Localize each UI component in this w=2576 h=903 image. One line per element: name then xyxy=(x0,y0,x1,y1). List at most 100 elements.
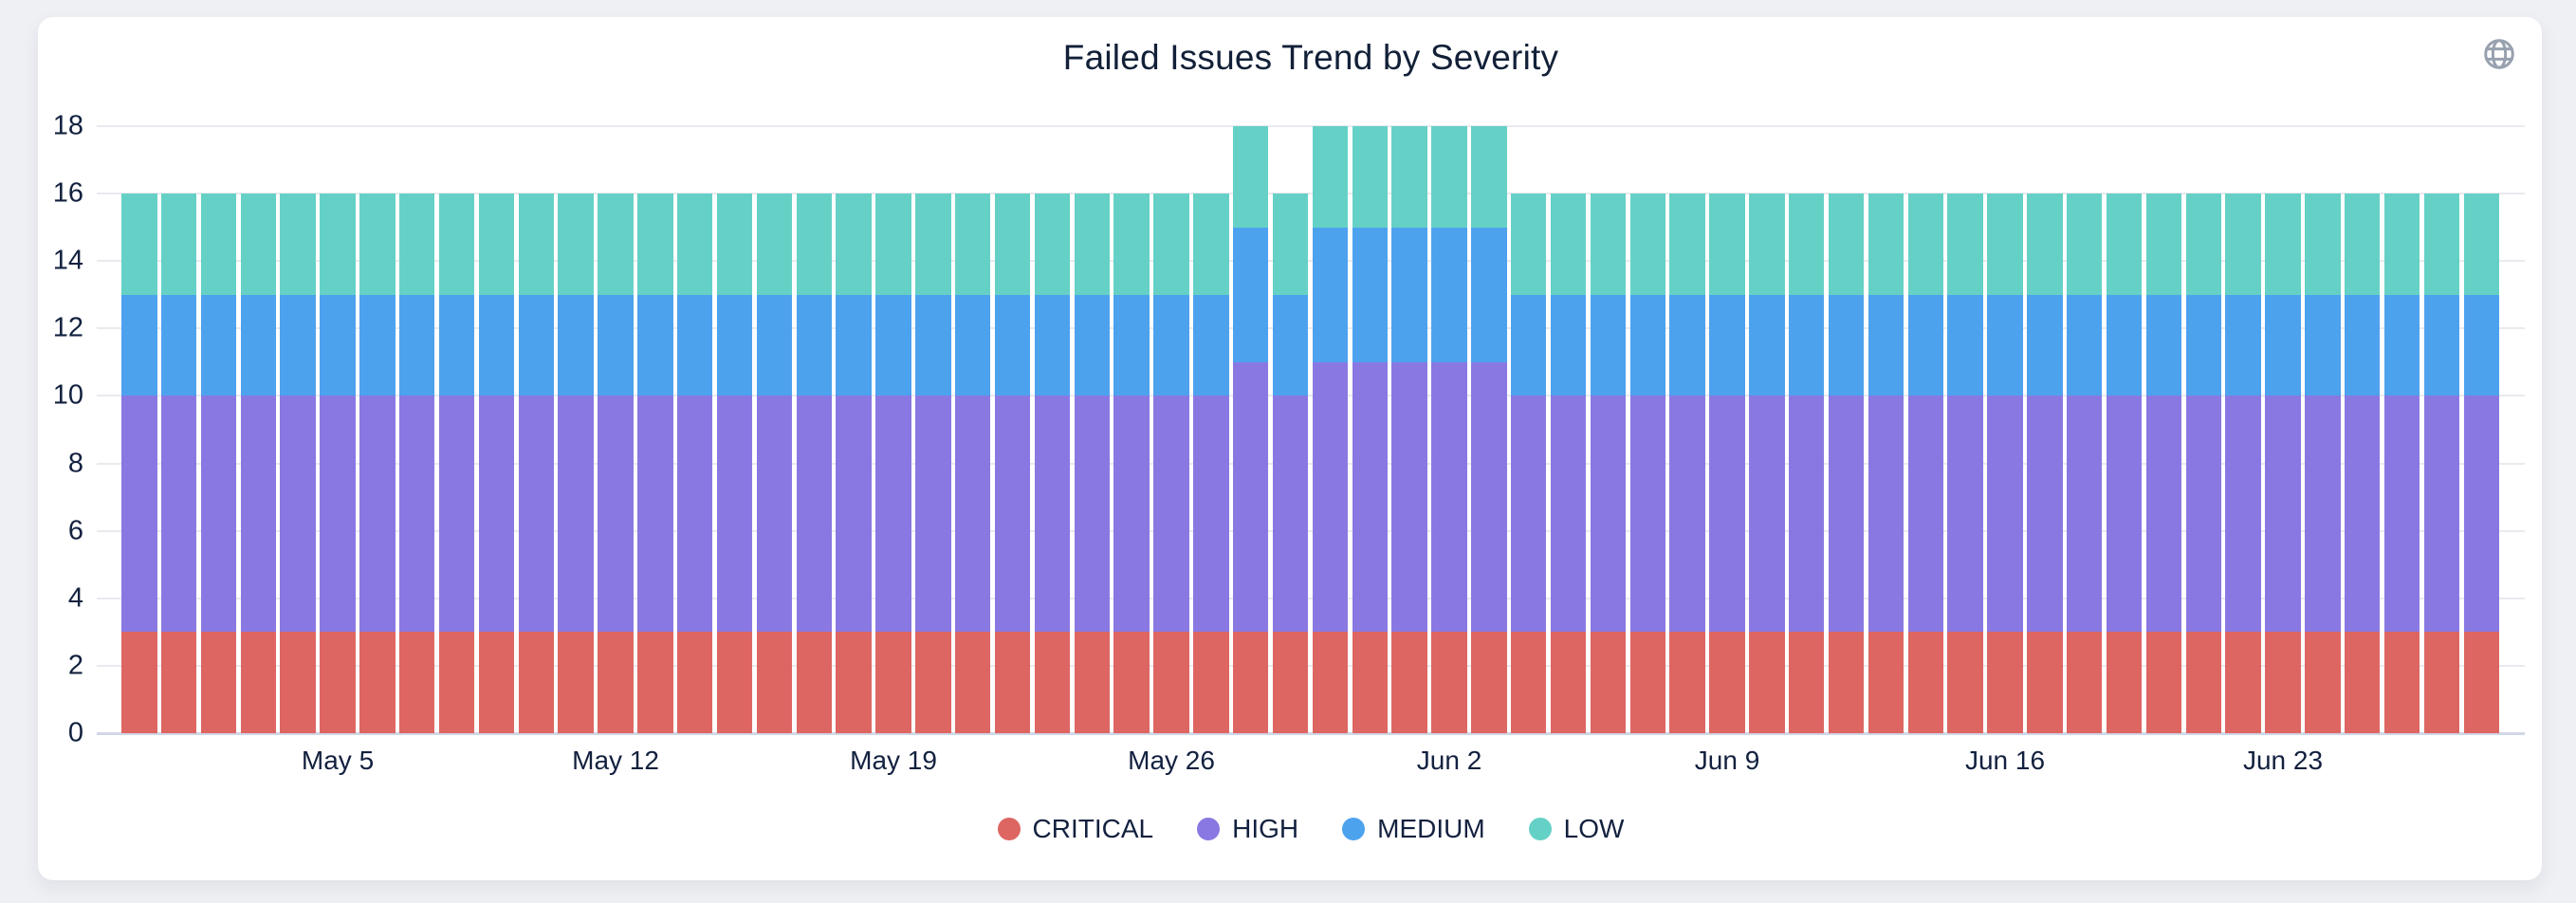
segment-medium[interactable] xyxy=(240,294,277,396)
segment-medium[interactable] xyxy=(2423,294,2460,396)
segment-high[interactable] xyxy=(1232,361,1269,633)
segment-high[interactable] xyxy=(1074,396,1111,633)
segment-low[interactable] xyxy=(1153,194,1189,295)
segment-low[interactable] xyxy=(200,194,237,295)
segment-high[interactable] xyxy=(359,396,396,633)
segment-critical[interactable] xyxy=(1193,632,1229,733)
segment-high[interactable] xyxy=(1113,396,1150,633)
segment-high[interactable] xyxy=(2145,396,2182,633)
segment-critical[interactable] xyxy=(2344,632,2381,733)
segment-low[interactable] xyxy=(796,194,833,295)
segment-high[interactable] xyxy=(1550,396,1587,633)
segment-high[interactable] xyxy=(1907,396,1944,633)
segment-low[interactable] xyxy=(1471,126,1507,228)
segment-low[interactable] xyxy=(1828,194,1865,295)
segment-low[interactable] xyxy=(1034,194,1071,295)
segment-medium[interactable] xyxy=(2225,294,2261,396)
segment-high[interactable] xyxy=(836,396,872,633)
segment-medium[interactable] xyxy=(160,294,197,396)
segment-low[interactable] xyxy=(1669,194,1705,295)
segment-critical[interactable] xyxy=(716,632,753,733)
segment-medium[interactable] xyxy=(994,294,1031,396)
segment-medium[interactable] xyxy=(320,294,356,396)
segment-high[interactable] xyxy=(994,396,1031,633)
segment-low[interactable] xyxy=(438,194,475,295)
segment-low[interactable] xyxy=(1352,126,1389,228)
segment-medium[interactable] xyxy=(2463,294,2500,396)
segment-critical[interactable] xyxy=(280,632,316,733)
globe-icon[interactable] xyxy=(2481,36,2517,72)
segment-medium[interactable] xyxy=(2066,294,2103,396)
segment-low[interactable] xyxy=(1074,194,1111,295)
segment-critical[interactable] xyxy=(438,632,475,733)
segment-critical[interactable] xyxy=(1749,632,1785,733)
segment-medium[interactable] xyxy=(1590,294,1627,396)
segment-high[interactable] xyxy=(280,396,316,633)
segment-critical[interactable] xyxy=(2027,632,2063,733)
segment-low[interactable] xyxy=(1193,194,1229,295)
segment-low[interactable] xyxy=(160,194,197,295)
segment-high[interactable] xyxy=(1987,396,2023,633)
segment-low[interactable] xyxy=(478,194,515,295)
segment-low[interactable] xyxy=(994,194,1031,295)
segment-medium[interactable] xyxy=(637,294,673,396)
segment-medium[interactable] xyxy=(716,294,753,396)
segment-medium[interactable] xyxy=(598,294,634,396)
segment-low[interactable] xyxy=(716,194,753,295)
segment-medium[interactable] xyxy=(1312,227,1349,362)
segment-low[interactable] xyxy=(1272,194,1309,295)
segment-medium[interactable] xyxy=(1947,294,1983,396)
segment-critical[interactable] xyxy=(518,632,555,733)
segment-critical[interactable] xyxy=(200,632,237,733)
segment-medium[interactable] xyxy=(1074,294,1111,396)
segment-low[interactable] xyxy=(280,194,316,295)
segment-high[interactable] xyxy=(2185,396,2222,633)
segment-medium[interactable] xyxy=(756,294,793,396)
segment-medium[interactable] xyxy=(1987,294,2023,396)
segment-high[interactable] xyxy=(1709,396,1745,633)
segment-medium[interactable] xyxy=(1749,294,1785,396)
segment-high[interactable] xyxy=(240,396,277,633)
segment-high[interactable] xyxy=(637,396,673,633)
segment-low[interactable] xyxy=(1947,194,1983,295)
segment-high[interactable] xyxy=(954,396,991,633)
segment-medium[interactable] xyxy=(1034,294,1071,396)
segment-high[interactable] xyxy=(121,396,157,633)
segment-low[interactable] xyxy=(676,194,713,295)
segment-critical[interactable] xyxy=(598,632,634,733)
segment-low[interactable] xyxy=(1113,194,1150,295)
segment-medium[interactable] xyxy=(558,294,594,396)
segment-critical[interactable] xyxy=(1828,632,1865,733)
segment-critical[interactable] xyxy=(1232,632,1269,733)
segment-critical[interactable] xyxy=(1550,632,1587,733)
segment-low[interactable] xyxy=(2225,194,2261,295)
segment-high[interactable] xyxy=(1352,361,1389,633)
segment-critical[interactable] xyxy=(954,632,991,733)
segment-low[interactable] xyxy=(558,194,594,295)
segment-low[interactable] xyxy=(1868,194,1904,295)
segment-critical[interactable] xyxy=(1153,632,1189,733)
segment-medium[interactable] xyxy=(2344,294,2381,396)
segment-low[interactable] xyxy=(240,194,277,295)
segment-high[interactable] xyxy=(796,396,833,633)
segment-high[interactable] xyxy=(716,396,753,633)
segment-high[interactable] xyxy=(1629,396,1666,633)
segment-critical[interactable] xyxy=(1272,632,1309,733)
segment-medium[interactable] xyxy=(518,294,555,396)
segment-low[interactable] xyxy=(2106,194,2143,295)
segment-low[interactable] xyxy=(398,194,435,295)
segment-low[interactable] xyxy=(598,194,634,295)
segment-low[interactable] xyxy=(836,194,872,295)
segment-critical[interactable] xyxy=(1074,632,1111,733)
segment-critical[interactable] xyxy=(1312,632,1349,733)
segment-critical[interactable] xyxy=(1987,632,2023,733)
segment-high[interactable] xyxy=(1788,396,1825,633)
segment-critical[interactable] xyxy=(558,632,594,733)
segment-critical[interactable] xyxy=(836,632,872,733)
segment-medium[interactable] xyxy=(1828,294,1865,396)
segment-high[interactable] xyxy=(1153,396,1189,633)
segment-critical[interactable] xyxy=(320,632,356,733)
segment-medium[interactable] xyxy=(954,294,991,396)
segment-critical[interactable] xyxy=(1431,632,1467,733)
segment-low[interactable] xyxy=(2383,194,2420,295)
